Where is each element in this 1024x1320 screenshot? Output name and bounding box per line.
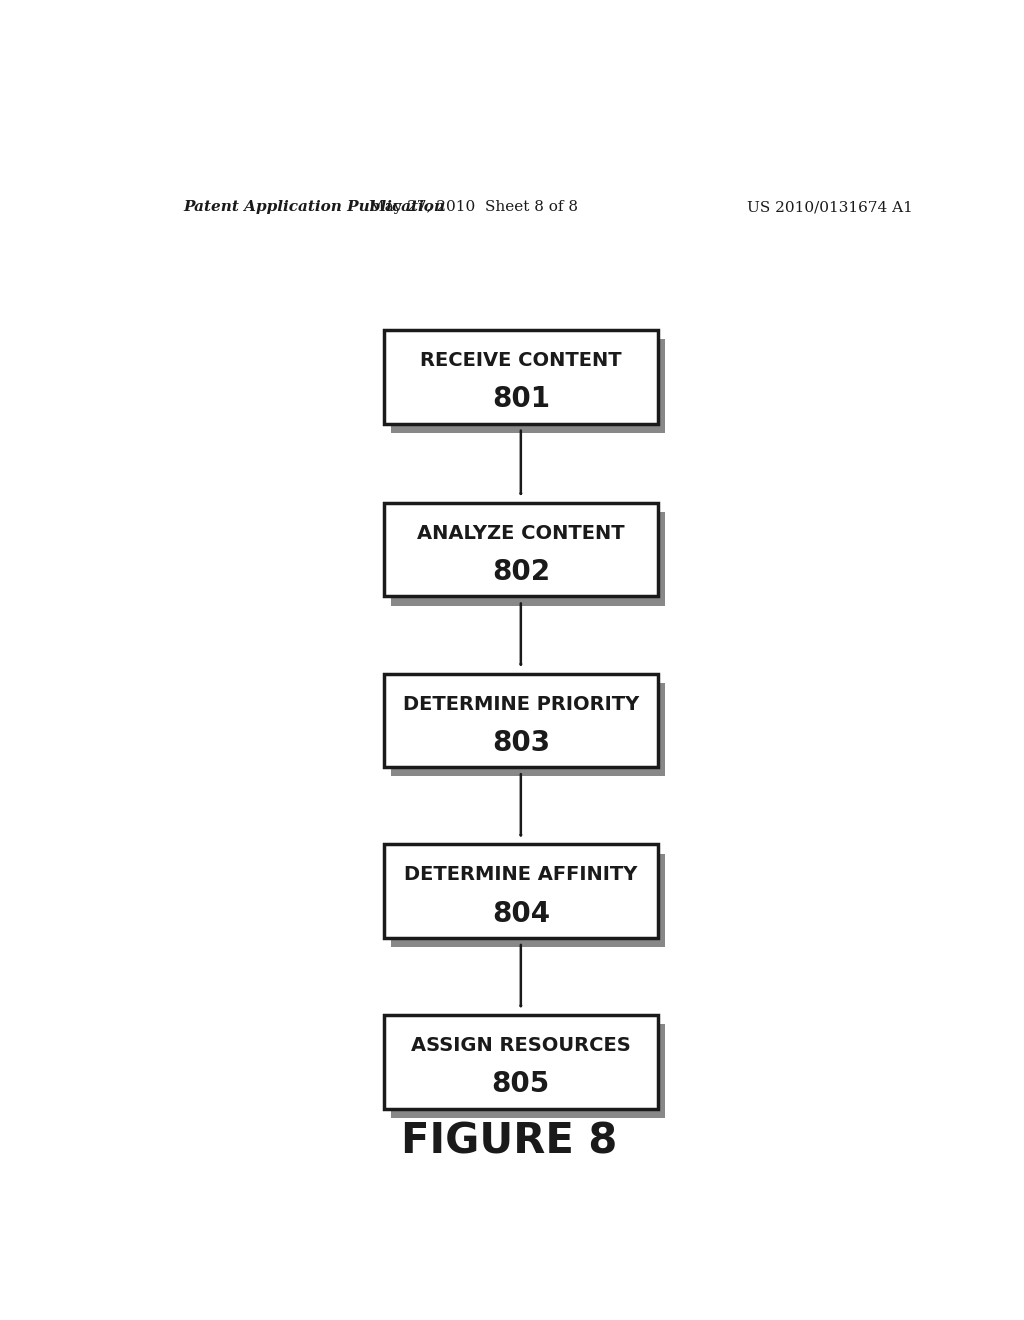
Text: US 2010/0131674 A1: US 2010/0131674 A1 <box>748 201 912 214</box>
Text: FIGURE 8: FIGURE 8 <box>400 1121 617 1162</box>
Bar <box>391 854 665 948</box>
Bar <box>391 1024 665 1118</box>
Text: RECEIVE CONTENT: RECEIVE CONTENT <box>420 351 622 370</box>
Text: 801: 801 <box>492 385 550 413</box>
Bar <box>384 503 657 597</box>
Text: 802: 802 <box>492 558 550 586</box>
Text: ASSIGN RESOURCES: ASSIGN RESOURCES <box>411 1036 631 1055</box>
Bar <box>391 682 665 776</box>
Text: Patent Application Publication: Patent Application Publication <box>183 201 445 214</box>
Text: May 27, 2010  Sheet 8 of 8: May 27, 2010 Sheet 8 of 8 <box>369 201 578 214</box>
Text: 803: 803 <box>492 729 550 756</box>
Bar <box>384 673 657 767</box>
Text: DETERMINE AFFINITY: DETERMINE AFFINITY <box>404 866 638 884</box>
Bar <box>391 339 665 433</box>
Text: 805: 805 <box>492 1071 550 1098</box>
Text: ANALYZE CONTENT: ANALYZE CONTENT <box>417 524 625 543</box>
Bar <box>391 512 665 606</box>
Bar <box>384 1015 657 1109</box>
Text: DETERMINE PRIORITY: DETERMINE PRIORITY <box>402 694 639 714</box>
Bar <box>384 845 657 939</box>
Bar <box>384 330 657 424</box>
Text: 804: 804 <box>492 900 550 928</box>
